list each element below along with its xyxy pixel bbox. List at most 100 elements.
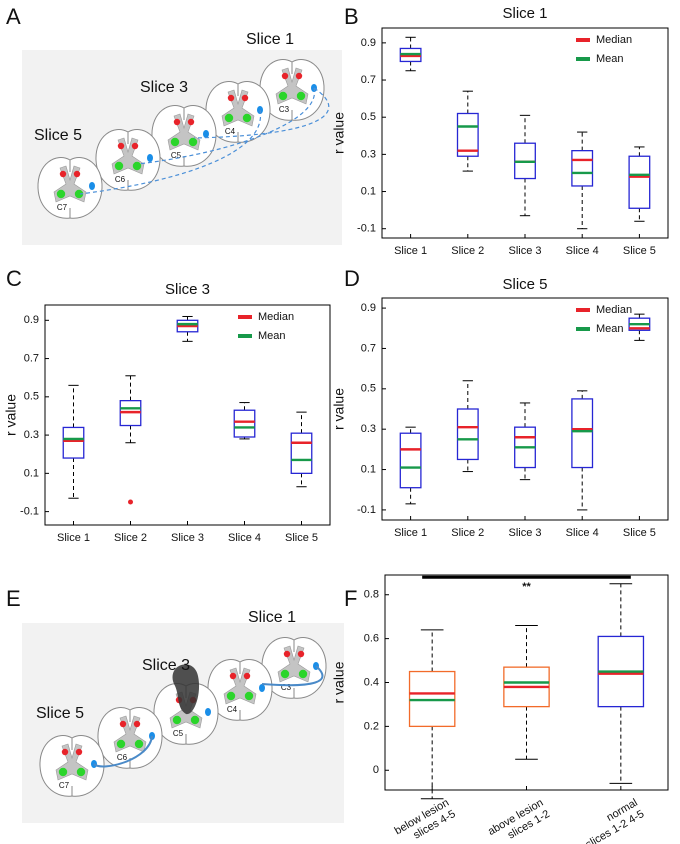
segment-label: C4 xyxy=(227,705,238,714)
connection xyxy=(137,87,315,165)
y-tick-label: -0.1 xyxy=(20,506,39,518)
y-axis-title: r value xyxy=(3,394,19,436)
y-axis-title: r value xyxy=(331,112,347,154)
dorsal-dot xyxy=(59,170,67,178)
box xyxy=(456,408,479,461)
y-tick-label: -0.1 xyxy=(357,223,376,235)
seed-dot xyxy=(89,182,95,190)
spinal-slice: C4 xyxy=(207,659,273,721)
panel-letter: D xyxy=(344,266,360,291)
legend-label: Median xyxy=(596,304,632,316)
spinal-slice: C7 xyxy=(37,157,103,219)
dorsal-dot xyxy=(241,94,249,102)
ventral-dot xyxy=(132,161,142,171)
y-tick-label: -0.1 xyxy=(357,504,376,516)
x-tick-label: Slice 1 xyxy=(57,532,90,544)
y-tick-label: 0.7 xyxy=(361,342,376,354)
dorsal-dot xyxy=(119,720,127,728)
spinal-slice: C5 xyxy=(151,105,217,167)
connection xyxy=(79,109,262,195)
panel-letter: E xyxy=(6,586,21,611)
legend-label: Mean xyxy=(258,330,286,342)
seed-dot xyxy=(205,708,211,716)
y-tick-label: 0.1 xyxy=(24,467,39,479)
ventral-dot xyxy=(188,137,198,147)
y-tick-label: 0.9 xyxy=(24,314,39,326)
ventral-dot xyxy=(116,739,126,749)
spinal-slice: C6 xyxy=(95,129,161,191)
connection xyxy=(193,87,330,139)
x-tick-label: Slice 5 xyxy=(285,532,318,544)
x-tick-label: Slice 4 xyxy=(566,527,599,539)
spinal-slice: C6 xyxy=(97,707,163,769)
slice-label: Slice 1 xyxy=(248,609,296,626)
legend-label: Median xyxy=(258,311,294,323)
significance-label: ** xyxy=(522,581,531,593)
ventral-dot xyxy=(170,137,180,147)
x-tick-label: Slice 2 xyxy=(451,527,484,539)
x-tick-label: Slice 5 xyxy=(623,527,656,539)
y-tick-label: 0.7 xyxy=(24,352,39,364)
x-tick-label: Slice 5 xyxy=(623,245,656,257)
spinal-slice: C5 xyxy=(153,664,219,745)
slice-label: Slice 3 xyxy=(142,657,190,674)
connection xyxy=(93,735,153,768)
dorsal-dot xyxy=(229,672,237,680)
ventral-dot xyxy=(56,189,66,199)
dorsal-dot xyxy=(61,748,69,756)
spinal-slice: C4 xyxy=(205,81,271,143)
x-tick-label: Slice 3 xyxy=(508,527,541,539)
dorsal-dot xyxy=(227,94,235,102)
dorsal-dot xyxy=(73,170,81,178)
panel-letter: F xyxy=(344,586,357,611)
lesion xyxy=(172,664,200,715)
box xyxy=(290,432,313,474)
dorsal-dot xyxy=(133,720,141,728)
y-tick-label: 0.3 xyxy=(24,429,39,441)
ventral-dot xyxy=(278,91,288,101)
ventral-dot xyxy=(114,161,124,171)
segment-label: C3 xyxy=(279,105,290,114)
panel-letter: C xyxy=(6,266,22,291)
box xyxy=(571,150,594,187)
y-tick-label: 0.1 xyxy=(361,185,376,197)
seed-dot xyxy=(259,684,265,692)
y-tick-label: 0.5 xyxy=(361,383,376,395)
dorsal-dot xyxy=(281,72,289,80)
segment-label: C5 xyxy=(173,729,184,738)
x-tick-label: Slice 1 xyxy=(394,527,427,539)
spinal-slice: C3 xyxy=(259,59,325,121)
dorsal-dot xyxy=(243,672,251,680)
segment-label: C6 xyxy=(115,175,126,184)
slice-label: Slice 1 xyxy=(246,31,294,48)
ventral-dot xyxy=(280,669,290,679)
box xyxy=(571,398,594,469)
seed-dot xyxy=(203,130,209,138)
y-tick-label: 0.9 xyxy=(361,302,376,314)
outlier xyxy=(128,499,133,505)
x-tick-label: Slice 3 xyxy=(508,245,541,257)
box xyxy=(62,426,85,459)
dorsal-dot xyxy=(117,142,125,150)
dorsal-dot xyxy=(187,118,195,126)
dorsal-dot xyxy=(295,72,303,80)
segment-label: C3 xyxy=(281,683,292,692)
ventral-dot xyxy=(76,767,86,777)
slice-label: Slice 5 xyxy=(36,705,84,722)
y-tick-label: 0.3 xyxy=(361,148,376,160)
y-axis-title: r value xyxy=(331,661,347,703)
slice-label: Slice 5 xyxy=(34,127,82,144)
y-tick-label: 0.5 xyxy=(361,111,376,123)
x-tick-label: Slice 4 xyxy=(566,245,599,257)
box xyxy=(628,155,651,209)
ventral-dot xyxy=(224,113,234,123)
legend-label: Median xyxy=(596,34,632,46)
x-tick-label: Slice 2 xyxy=(114,532,147,544)
plot-frame xyxy=(381,297,669,521)
panel-letter: B xyxy=(344,4,359,29)
segment-label: C7 xyxy=(57,203,68,212)
y-axis-title: r value xyxy=(331,388,347,430)
